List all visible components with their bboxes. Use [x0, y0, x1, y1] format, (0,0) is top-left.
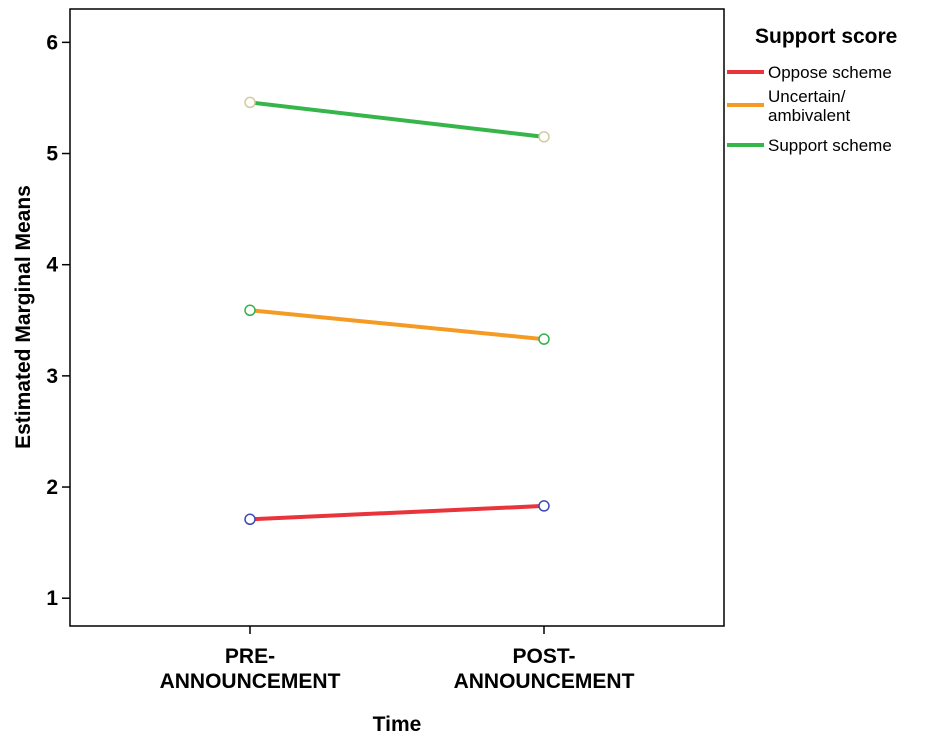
- y-tick-label: 1: [46, 587, 58, 610]
- y-tick-label: 3: [46, 365, 58, 388]
- x-axis-title: Time: [373, 713, 422, 736]
- x-category-label: PRE-: [225, 645, 275, 668]
- series-layer: [244, 96, 550, 526]
- legend-label: Uncertain/: [768, 87, 846, 106]
- series-point: [244, 513, 256, 526]
- y-tick-label: 5: [46, 143, 58, 166]
- y-axis: 1 2 3 4 5 6: [46, 31, 70, 610]
- series-point: [538, 500, 550, 512]
- y-axis-title: Estimated Marginal Means: [12, 185, 35, 449]
- series-line: [249, 100, 545, 139]
- x-category-label: ANNOUNCEMENT: [454, 670, 635, 693]
- y-tick-label: 2: [46, 476, 58, 499]
- legend: Support score Oppose scheme Uncertain/ambi…: [727, 25, 897, 155]
- series-line: [249, 503, 545, 522]
- series-point: [244, 304, 256, 317]
- y-tick-label: 6: [46, 31, 58, 54]
- legend-label: ambivalent: [768, 106, 850, 125]
- x-category-label: POST-: [512, 645, 575, 668]
- series-point: [538, 333, 550, 345]
- legend-label: Oppose scheme: [768, 63, 892, 82]
- legend-label: Support scheme: [768, 136, 892, 155]
- x-category-label: ANNOUNCEMENT: [160, 670, 341, 693]
- series-point: [244, 96, 256, 109]
- y-tick-label: 4: [46, 254, 58, 277]
- series-point: [538, 131, 550, 143]
- legend-title: Support score: [755, 25, 897, 48]
- plot-frame: [69, 8, 725, 627]
- series-line: [249, 308, 545, 342]
